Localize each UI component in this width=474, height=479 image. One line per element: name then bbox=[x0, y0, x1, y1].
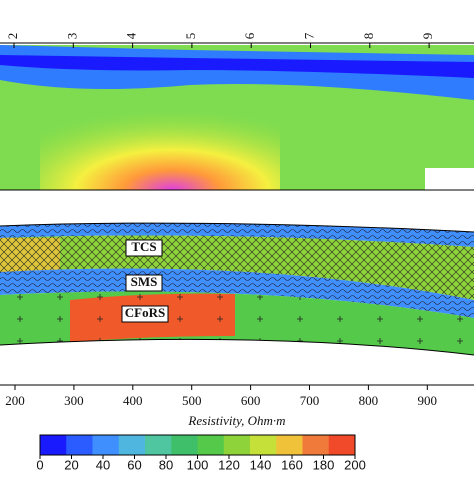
top-tick-label: 2 bbox=[5, 33, 20, 40]
colorbar-tick-label: 20 bbox=[64, 457, 78, 472]
x-tick-label: 900 bbox=[418, 393, 438, 408]
top-tick-label: 9 bbox=[420, 33, 435, 40]
colorbar-cell bbox=[328, 435, 356, 455]
colorbar-tick-label: 40 bbox=[96, 457, 110, 472]
base bbox=[0, 338, 474, 356]
top-tick-label: 5 bbox=[183, 33, 198, 40]
x-tick-label: 500 bbox=[182, 393, 202, 408]
layer-label: SMS bbox=[131, 274, 158, 289]
colorbar-cell bbox=[92, 435, 120, 455]
colorbar-cell bbox=[118, 435, 146, 455]
x-tick-label: 400 bbox=[123, 393, 143, 408]
layer-label: CFoRS bbox=[125, 305, 165, 320]
x-tick-label: 700 bbox=[300, 393, 320, 408]
colorbar-cell bbox=[145, 435, 172, 455]
colorbar-cell bbox=[171, 435, 198, 455]
top-tick-label: 8 bbox=[361, 33, 376, 40]
label-box bbox=[125, 274, 163, 292]
layer-pattern bbox=[0, 235, 474, 300]
layer-label: TCS bbox=[131, 239, 156, 254]
colorbar-tick-label: 160 bbox=[281, 457, 303, 472]
top-tick-label: 4 bbox=[124, 32, 139, 39]
bottom-panel: TCS SMS CFoRS bbox=[0, 222, 474, 386]
x-tick-label: 600 bbox=[241, 393, 261, 408]
colorbar-tick-label: 200 bbox=[344, 457, 366, 472]
colorbar-cell bbox=[250, 435, 277, 455]
layer-pattern bbox=[0, 223, 474, 247]
high-zone bbox=[40, 90, 280, 190]
colorbar-cell bbox=[66, 435, 93, 455]
mask bbox=[425, 168, 474, 190]
colorbar-tick-label: 100 bbox=[187, 457, 209, 472]
colorbar-label: Resistivity, Ohm·m bbox=[187, 413, 285, 428]
colorbar-cell bbox=[197, 435, 225, 455]
layer-pattern bbox=[0, 268, 474, 318]
colorbar-tick-label: 180 bbox=[313, 457, 335, 472]
surface bbox=[0, 222, 474, 233]
layer-pattern bbox=[0, 291, 474, 355]
colorbar-tick-label: 60 bbox=[127, 457, 141, 472]
colorbar-cell bbox=[40, 435, 67, 455]
label-box bbox=[121, 305, 169, 323]
colorbar-tick-label: 0 bbox=[36, 457, 43, 472]
colorbar-cell bbox=[302, 435, 330, 455]
colorbar-cell bbox=[223, 435, 251, 455]
low-zone bbox=[0, 55, 474, 78]
x-tick-label: 800 bbox=[359, 393, 379, 408]
colorbar-tick-label: 120 bbox=[218, 457, 240, 472]
top-tick-label: 7 bbox=[301, 32, 316, 39]
x-tick-label: 200 bbox=[5, 393, 25, 408]
top-tick-label: 6 bbox=[242, 32, 257, 39]
x-tick-label: 300 bbox=[64, 393, 84, 408]
colorbar-cell bbox=[276, 435, 303, 455]
top-panel bbox=[0, 42, 474, 191]
colorbar-tick-label: 80 bbox=[159, 457, 173, 472]
colorbar-tick-label: 140 bbox=[250, 457, 272, 472]
top-tick-label: 3 bbox=[64, 33, 79, 40]
label-box bbox=[125, 239, 163, 257]
